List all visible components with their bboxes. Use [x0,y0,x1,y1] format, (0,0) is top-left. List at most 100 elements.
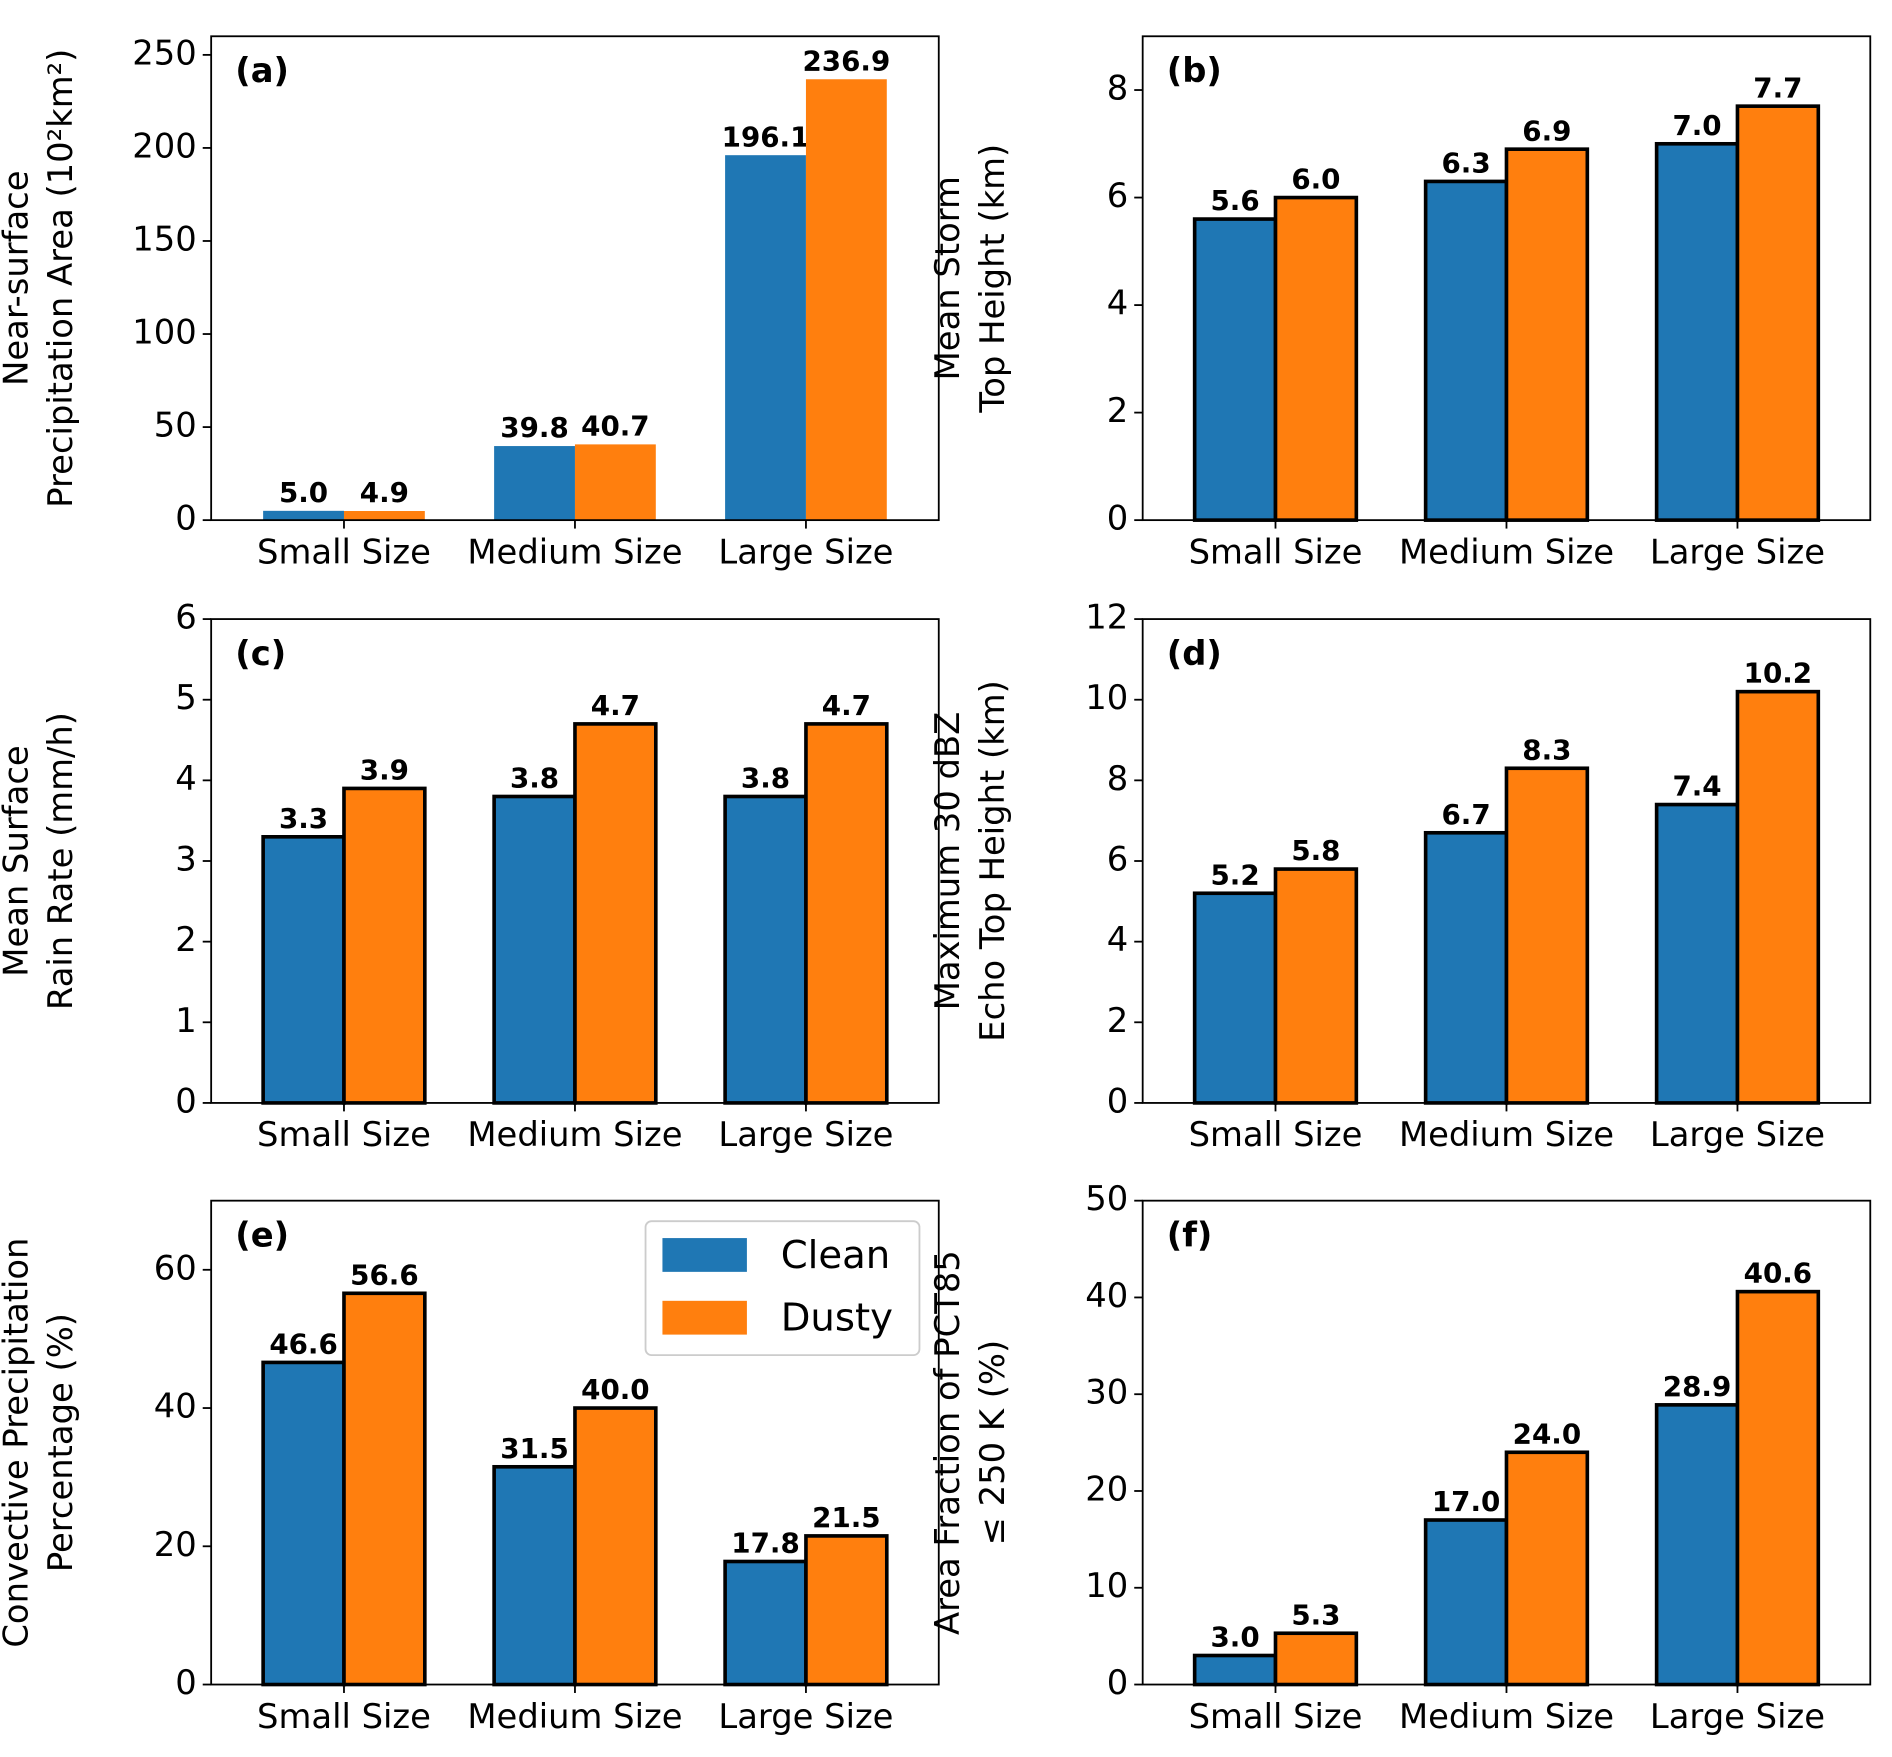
y-tick-label: 40 [1085,1276,1128,1315]
y-tick-label: 6 [1107,176,1128,215]
y-tick-label: 8 [1107,69,1128,108]
legend-label: Dusty [781,1296,893,1341]
bar [1735,104,1821,522]
x-tick-label: Small Size [1189,1115,1363,1154]
bar [723,794,808,1105]
value-label: 5.6 [1210,184,1259,217]
x-tick-label: Large Size [718,1115,893,1154]
value-label: 46.6 [269,1328,337,1361]
axes-frame [210,35,940,522]
value-label: 3.3 [279,802,328,835]
value-label: 6.9 [1522,114,1571,147]
bar [805,79,887,521]
panel: 0 50 100 150 200 250 Small Size Medium Size Larg… [0,33,940,571]
y-axis-label: Convective Precipitation [0,1238,36,1648]
value-label: 40.0 [581,1373,649,1406]
bar [263,510,344,521]
x-tick-label: Medium Size [1399,532,1614,571]
bar [1735,689,1821,1105]
panel-label: (f) [1167,1215,1213,1254]
x-tick-label: Large Size [1650,532,1825,571]
y-tick-label: 0 [175,499,196,538]
x-tick-label: Medium Size [467,1115,682,1154]
y-tick-label: 4 [1107,920,1128,959]
y-tick-label: 0 [1107,499,1128,538]
bar [1192,217,1278,522]
value-label: 21.5 [812,1501,880,1534]
value-label: 31.5 [500,1432,568,1465]
value-label: 236.9 [802,44,890,77]
legend-swatch [662,1238,747,1272]
bar [492,794,577,1105]
bar [1273,867,1359,1105]
panel-label: (a) [235,51,289,90]
y-tick-label: 50 [154,406,197,445]
y-tick-label: 100 [132,313,196,352]
bar [1504,147,1590,522]
x-tick-label: Medium Size [467,1697,682,1736]
y-axis-label: Percentage (%) [41,1313,80,1572]
x-tick-label: Medium Size [467,532,682,571]
panel-label: (c) [235,634,286,673]
bar [1192,1653,1278,1687]
axes-frame [1141,35,1872,522]
value-label: 6.3 [1441,147,1490,180]
value-label: 17.0 [1432,1485,1500,1518]
bar [725,155,806,521]
value-label: 5.0 [279,476,328,509]
bar [1273,1631,1359,1687]
value-label: 40.7 [581,409,649,442]
y-tick-label: 12 [1085,598,1128,637]
bar [573,1406,658,1687]
bar [574,444,656,521]
panel: 0 2 4 6 8 Small Size Medium Size Large Size 5.6 6… [928,35,1872,571]
legend-swatch [662,1300,747,1335]
value-label: 6.7 [1441,798,1490,831]
value-label: 7.7 [1753,71,1802,104]
y-tick-label: 6 [175,598,196,637]
value-label: 7.0 [1672,109,1721,142]
bar [1654,802,1740,1105]
y-tick-label: 2 [1107,391,1128,430]
bar [1654,1403,1740,1687]
y-tick-label: 2 [1107,1001,1128,1040]
y-axis-label: Rain Rate (mm/h) [41,712,80,1010]
y-tick-label: 1 [175,1001,196,1040]
y-tick-label: 4 [1107,284,1128,323]
x-tick-label: Small Size [1189,1697,1363,1736]
y-axis-label: ≤ 250 K (%) [973,1340,1012,1546]
y-tick-label: 6 [1107,840,1128,879]
y-tick-label: 60 [154,1248,197,1287]
x-tick-label: Large Size [718,1697,893,1736]
x-tick-label: Large Size [1650,1697,1825,1736]
y-tick-label: 0 [1107,1663,1128,1702]
bar [1423,179,1509,522]
bar [804,1534,889,1687]
y-tick-label: 0 [175,1663,196,1702]
value-label: 17.8 [731,1527,799,1560]
y-axis-label: Mean Surface [0,745,36,976]
bar [1735,1289,1821,1687]
y-axis-label: Echo Top Height (km) [973,680,1012,1042]
bar [723,1559,808,1687]
y-tick-label: 8 [1107,759,1128,798]
y-tick-label: 2 [175,920,196,959]
bar [342,786,427,1105]
y-tick-label: 4 [175,759,196,798]
value-label: 40.6 [1744,1257,1812,1290]
bar [1423,1518,1509,1687]
panel-label: (b) [1167,51,1222,90]
y-axis-label: Near-surface [0,170,36,385]
bar [1504,1450,1590,1687]
y-tick-label: 30 [1085,1373,1128,1412]
value-label: 196.1 [722,120,810,153]
axes-frame [1141,618,1872,1104]
legend: Clean Dusty [644,1220,921,1357]
legend-label: Clean [781,1233,891,1278]
bar [1654,141,1740,522]
panel: 0 20 40 60 Small Size Medium Size Large Size 46… [0,1199,940,1736]
value-label: 5.8 [1291,834,1340,867]
x-tick-label: Small Size [257,1697,431,1736]
bar [261,1360,346,1687]
